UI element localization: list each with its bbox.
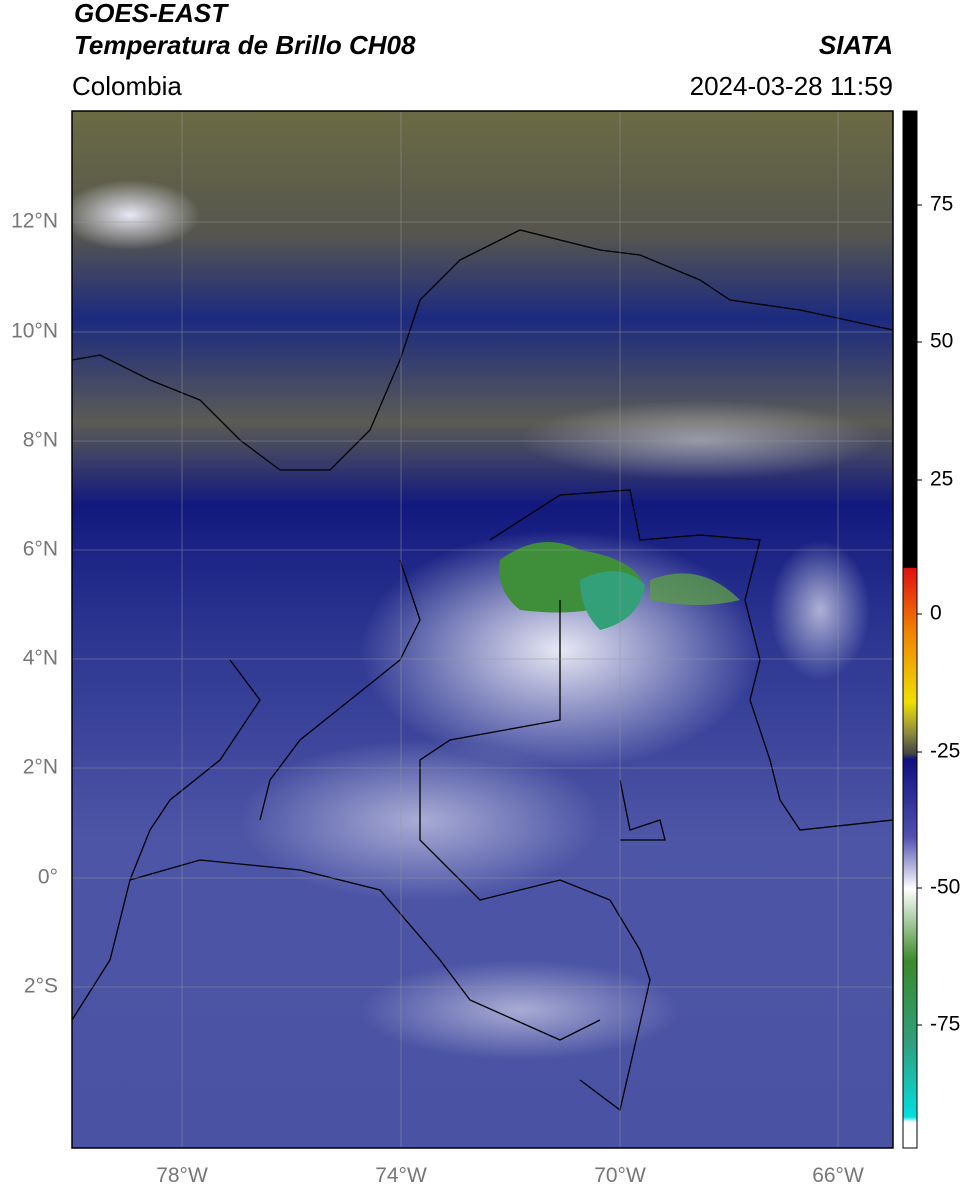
colorbar-tick: -50 (930, 876, 960, 899)
colorbar-tick: 25 (930, 468, 953, 491)
lat-tick: 2°N (23, 756, 58, 779)
map-frame (71, 110, 894, 1149)
lat-tick: 4°N (23, 647, 58, 670)
region: Colombia (72, 71, 182, 101)
satellite-image (72, 111, 893, 1148)
lat-tick: 12°N (11, 210, 58, 233)
source: SIATA (819, 30, 893, 60)
subtitle: Temperatura de Brillo CH08 (74, 30, 416, 60)
colorbar-tick: 0 (930, 602, 942, 625)
lat-tick: 2°S (24, 975, 58, 998)
lon-tick: 78°W (156, 1164, 208, 1187)
colorbar-tick: -25 (930, 740, 960, 763)
lon-tick: 70°W (594, 1164, 646, 1187)
lon-tick: 74°W (375, 1164, 427, 1187)
lat-tick: 6°N (23, 538, 58, 561)
colorbar-tick: -75 (930, 1013, 960, 1036)
title: GOES-EAST (74, 0, 229, 28)
lat-tick: 8°N (23, 429, 58, 452)
lon-tick: 66°W (812, 1164, 864, 1187)
colorbar-tick: 75 (930, 193, 953, 216)
colorbar (902, 110, 918, 1149)
colorbar-tick: 50 (930, 330, 953, 353)
lat-tick: 0° (38, 866, 58, 889)
lat-tick: 10°N (11, 320, 58, 343)
timestamp: 2024-03-28 11:59 (690, 71, 893, 101)
